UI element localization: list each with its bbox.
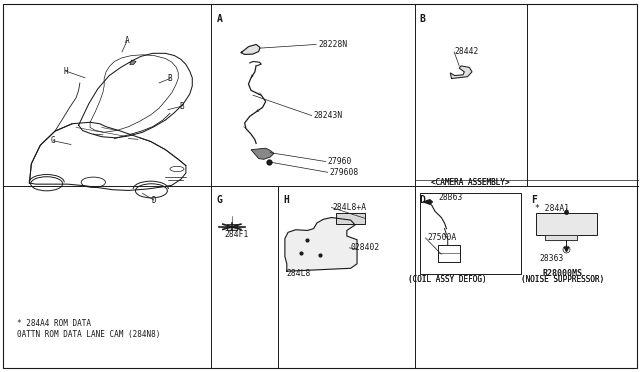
Text: (NOISE SUPPRESSOR): (NOISE SUPPRESSOR) <box>521 275 604 284</box>
Text: 279608: 279608 <box>330 168 359 177</box>
Text: G: G <box>51 136 56 145</box>
Text: H: H <box>63 67 68 76</box>
Text: (COIL ASSY DEFOG): (COIL ASSY DEFOG) <box>408 275 487 284</box>
Text: B: B <box>179 102 184 111</box>
Text: B: B <box>419 14 425 24</box>
Text: 28363: 28363 <box>438 193 463 202</box>
Text: 028402: 028402 <box>351 243 380 252</box>
Text: 284L8+A: 284L8+A <box>333 203 367 212</box>
Polygon shape <box>130 60 136 64</box>
Text: <CAMERA ASSEMBLY>: <CAMERA ASSEMBLY> <box>431 178 510 187</box>
Text: B: B <box>168 74 172 83</box>
Text: D: D <box>152 196 156 205</box>
Polygon shape <box>545 235 577 240</box>
Text: 0ATTN ROM DATA LANE CAM (284N8): 0ATTN ROM DATA LANE CAM (284N8) <box>17 330 160 339</box>
Text: F: F <box>531 195 536 205</box>
Text: <CAMERA ASSEMBLY>: <CAMERA ASSEMBLY> <box>431 178 510 187</box>
Bar <box>420 193 521 274</box>
Text: 28442: 28442 <box>454 47 479 56</box>
Text: A: A <box>125 36 129 45</box>
Bar <box>536 214 596 235</box>
Text: * 284A4 ROM DATA: * 284A4 ROM DATA <box>17 320 91 328</box>
Text: H: H <box>283 195 289 205</box>
Polygon shape <box>251 148 274 159</box>
Text: D: D <box>419 195 425 205</box>
Text: 284F1: 284F1 <box>225 230 249 240</box>
Text: * 284A1: * 284A1 <box>535 204 570 213</box>
Text: A: A <box>216 14 223 24</box>
Polygon shape <box>285 218 357 271</box>
Bar <box>227 224 237 230</box>
Polygon shape <box>451 66 472 78</box>
Text: 28363: 28363 <box>539 254 563 263</box>
Text: 284L8: 284L8 <box>287 269 311 278</box>
Text: (NOISE SUPPRESSOR): (NOISE SUPPRESSOR) <box>521 275 604 284</box>
Text: R28000MS: R28000MS <box>543 269 582 278</box>
Text: 27960: 27960 <box>328 157 352 166</box>
Polygon shape <box>241 44 260 54</box>
Text: G: G <box>216 195 223 205</box>
Text: 28228N: 28228N <box>319 40 348 49</box>
Text: 28243N: 28243N <box>314 111 343 120</box>
Polygon shape <box>424 200 433 204</box>
Bar <box>336 213 365 224</box>
Text: 27500A: 27500A <box>428 233 456 243</box>
Text: (COIL ASSY DEFOG): (COIL ASSY DEFOG) <box>408 275 487 284</box>
